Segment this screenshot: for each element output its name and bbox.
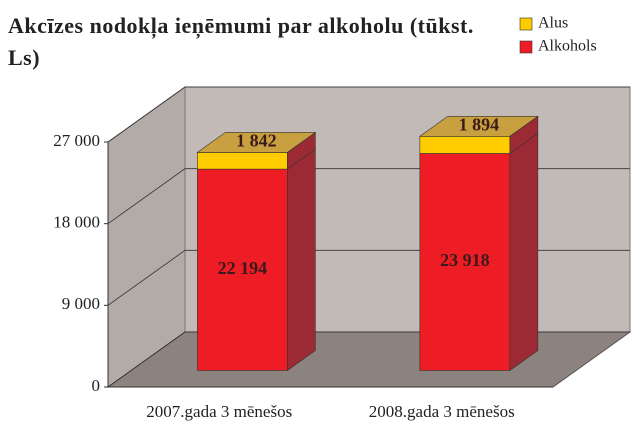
floor bbox=[106, 331, 632, 388]
grid-line bbox=[107, 86, 630, 143]
data-label: 1 894 bbox=[459, 114, 500, 134]
bar-segment bbox=[197, 152, 288, 170]
y-tick-label: 27 000 bbox=[53, 131, 100, 150]
bar-side bbox=[509, 132, 539, 372]
data-label: 22 194 bbox=[218, 258, 268, 278]
x-tick-label: 2008.gada 3 mēnešos bbox=[369, 402, 515, 421]
x-tick-label: 2007.gada 3 mēnešos bbox=[146, 402, 292, 421]
bar-side bbox=[287, 148, 316, 372]
legend-swatch bbox=[519, 17, 533, 31]
data-label: 1 842 bbox=[236, 131, 277, 151]
legend-label: Alkohols bbox=[538, 38, 597, 55]
bar-segment bbox=[419, 153, 511, 371]
legend-label: Alus bbox=[538, 15, 568, 32]
legend-swatch bbox=[519, 40, 533, 54]
bar-segment bbox=[419, 135, 511, 154]
chart-title: Akcīzes nodokļa ieņēmumi par alkoholu (t… bbox=[8, 13, 474, 70]
bar-top bbox=[196, 132, 317, 153]
data-label: 23 918 bbox=[440, 250, 490, 270]
y-tick-label: 18 000 bbox=[53, 213, 100, 232]
y-tick-label: 9 000 bbox=[62, 294, 100, 313]
y-tick-label: 0 bbox=[92, 376, 101, 395]
bar-top bbox=[418, 115, 539, 137]
